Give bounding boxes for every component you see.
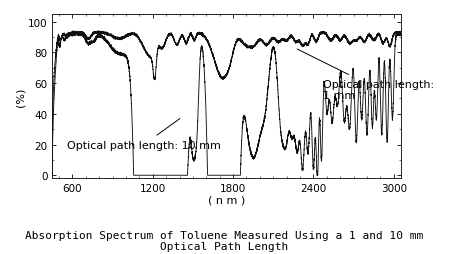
- Text: Optical path length:
1 mm: Optical path length: 1 mm: [297, 50, 434, 101]
- X-axis label: ( n m ): ( n m ): [208, 195, 245, 205]
- Text: Absorption Spectrum of Toluene Measured Using a 1 and 10 mm
Optical Path Length: Absorption Spectrum of Toluene Measured …: [26, 230, 423, 251]
- Y-axis label: (%): (%): [15, 87, 25, 106]
- Text: Optical path length: 10 mm: Optical path length: 10 mm: [67, 119, 221, 150]
